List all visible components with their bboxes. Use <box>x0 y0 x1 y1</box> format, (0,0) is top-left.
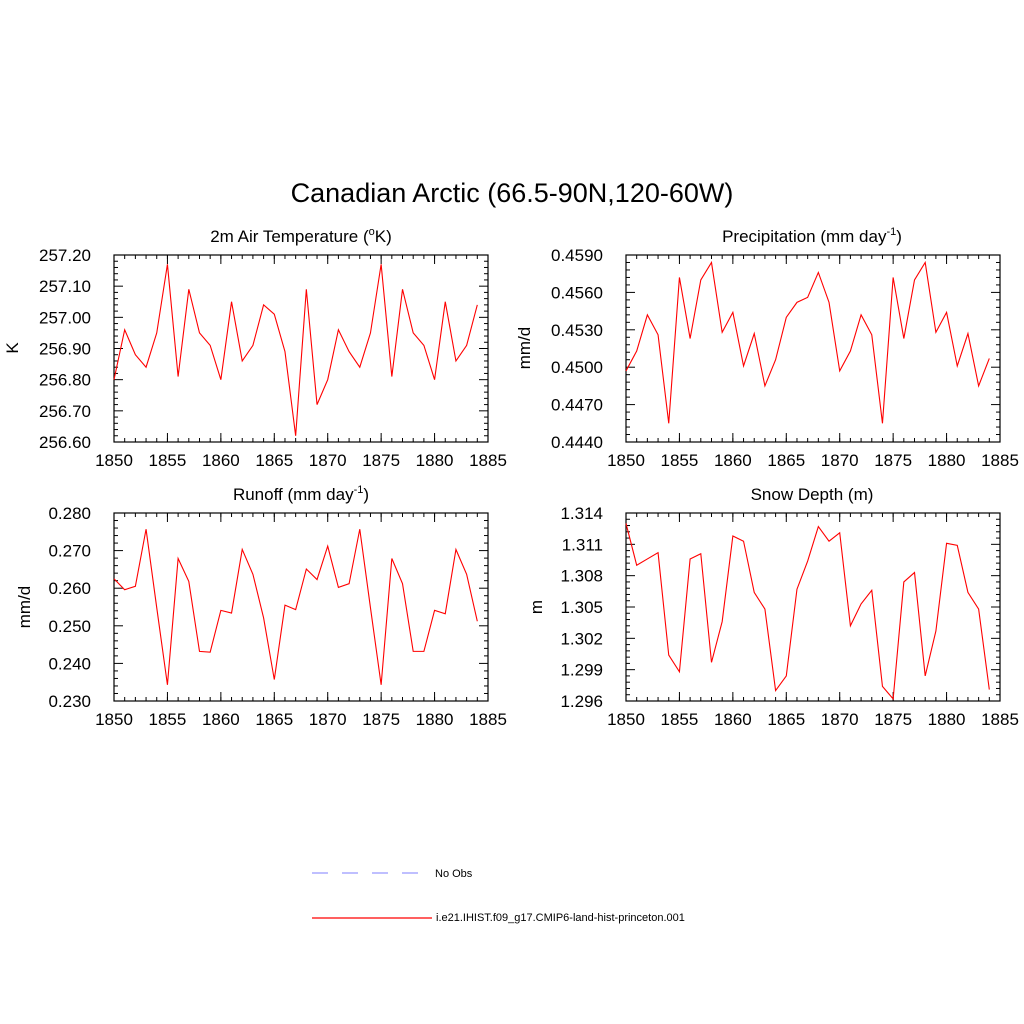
y-tick-label: 1.299 <box>560 661 603 680</box>
panel-2-ylabel: mm/d <box>515 327 534 370</box>
y-tick-label: 0.4530 <box>551 321 603 340</box>
y-tick-label: 256.60 <box>39 433 91 452</box>
panel-2-title-rest: ) <box>896 227 902 246</box>
x-tick-label: 1865 <box>255 451 293 470</box>
x-tick-label: 1875 <box>362 451 400 470</box>
panel-3-title: Runoff (mm day-1) <box>233 484 369 504</box>
panel-2-series-line <box>625 260 990 424</box>
panel-3-title-rest: ) <box>363 485 369 504</box>
x-tick-label: 1880 <box>928 451 966 470</box>
panel-2-frame <box>625 254 1001 443</box>
x-tick-label: 1885 <box>469 451 507 470</box>
panel-4-title-main: Snow Depth (m) <box>751 485 874 504</box>
x-tick-label: 1880 <box>416 451 454 470</box>
x-tick-label: 1870 <box>309 710 347 729</box>
x-tick-label: 1870 <box>309 451 347 470</box>
panel-4-series-line <box>625 523 990 701</box>
x-tick-label: 1850 <box>95 451 133 470</box>
panel-1-ylabel: K <box>3 342 22 354</box>
legend-model-label: i.e21.IHIST.f09_g17.CMIP6-land-hist-prin… <box>436 912 685 924</box>
x-tick-label: 1865 <box>767 451 805 470</box>
y-tick-label: 257.00 <box>39 308 91 327</box>
y-tick-label: 0.240 <box>48 654 91 673</box>
y-tick-label: 0.270 <box>48 542 91 561</box>
panel-1-plot: 1850 1855 1860 1865 1870 1875 1880 1885 257.20 25… <box>39 246 507 470</box>
x-tick-label: 1880 <box>416 710 454 729</box>
legend-no-obs-label: No Obs <box>435 868 473 880</box>
x-tick-label: 1865 <box>255 710 293 729</box>
panel-3-series-line <box>113 529 478 685</box>
y-tick-label: 256.80 <box>39 371 91 390</box>
x-tick-label: 1855 <box>661 451 699 470</box>
x-tick-label: 1860 <box>714 710 752 729</box>
y-tick-label: 0.4470 <box>551 396 603 415</box>
y-tick-label: 0.250 <box>48 617 91 636</box>
y-tick-label: 1.302 <box>560 629 603 648</box>
panel-2-plot: 1850 1855 1860 1865 1870 1875 1880 1885 0.4590 0.… <box>551 246 1019 470</box>
y-tick-label: 1.305 <box>560 598 603 617</box>
panel-1-frame <box>113 254 489 443</box>
panel-4-title: Snow Depth (m) <box>751 485 874 504</box>
panel-3-frame <box>113 512 489 702</box>
panel-1-title-main: 2m Air Temperature ( <box>210 227 369 246</box>
x-tick-label: 1880 <box>928 710 966 729</box>
panel-4-frame <box>625 512 1001 702</box>
x-tick-label: 1855 <box>149 710 187 729</box>
x-tick-label: 1885 <box>469 710 507 729</box>
x-tick-label: 1855 <box>149 451 187 470</box>
x-tick-label: 1850 <box>607 710 645 729</box>
panel-3-plot: 1850 1855 1860 1865 1870 1875 1880 1885 0.280 0.2… <box>48 504 506 729</box>
y-tick-label: 257.20 <box>39 246 91 265</box>
panel-1-title-sup: o <box>369 226 375 238</box>
x-tick-label: 1885 <box>981 710 1019 729</box>
y-tick-label: 1.296 <box>560 692 603 711</box>
y-tick-label: 0.4500 <box>551 358 603 377</box>
x-tick-label: 1870 <box>821 710 859 729</box>
y-tick-label: 1.311 <box>562 535 603 554</box>
x-tick-label: 1860 <box>202 710 240 729</box>
figure-title: Canadian Arctic (66.5-90N,120-60W) <box>291 178 734 208</box>
x-tick-label: 1855 <box>661 710 699 729</box>
x-tick-label: 1850 <box>607 451 645 470</box>
x-tick-label: 1865 <box>767 710 805 729</box>
x-tick-label: 1860 <box>714 451 752 470</box>
y-tick-label: 256.90 <box>39 340 91 359</box>
x-tick-label: 1870 <box>821 451 859 470</box>
y-tick-label: 0.4560 <box>551 283 603 302</box>
panel-2-title-sup: -1 <box>886 226 896 238</box>
x-tick-label: 1875 <box>362 710 400 729</box>
y-tick-label: 0.280 <box>48 504 91 523</box>
panel-1-title: 2m Air Temperature (oK) <box>210 226 392 246</box>
y-tick-label: 257.10 <box>39 277 91 296</box>
y-tick-label: 256.70 <box>39 402 91 421</box>
panel-1-title-rest: K) <box>375 227 392 246</box>
x-tick-label: 1875 <box>874 451 912 470</box>
x-tick-label: 1885 <box>981 451 1019 470</box>
x-tick-label: 1850 <box>95 710 133 729</box>
panel-1-series-line <box>113 264 478 436</box>
panel-2-title-main: Precipitation (mm day <box>722 227 887 246</box>
x-tick-label: 1875 <box>874 710 912 729</box>
panel-3-title-main: Runoff (mm day <box>233 485 354 504</box>
y-tick-label: 0.4440 <box>551 433 603 452</box>
y-tick-label: 0.4590 <box>551 246 603 265</box>
panel-4-ylabel: m <box>527 600 546 614</box>
x-tick-label: 1860 <box>202 451 240 470</box>
y-tick-label: 1.314 <box>560 504 603 523</box>
legend: No Obs i.e21.IHIST.f09_g17.CMIP6-land-hi… <box>312 868 685 924</box>
y-tick-label: 0.260 <box>48 579 91 598</box>
panel-3-ylabel: mm/d <box>15 586 34 629</box>
panel-3-title-sup: -1 <box>354 484 364 496</box>
panel-2-title: Precipitation (mm day-1) <box>722 226 902 246</box>
y-tick-label: 1.308 <box>560 567 603 586</box>
y-tick-label: 0.230 <box>48 692 91 711</box>
panel-4-plot: 1850 1855 1860 1865 1870 1875 1880 1885 1.314 1.3… <box>560 504 1018 729</box>
